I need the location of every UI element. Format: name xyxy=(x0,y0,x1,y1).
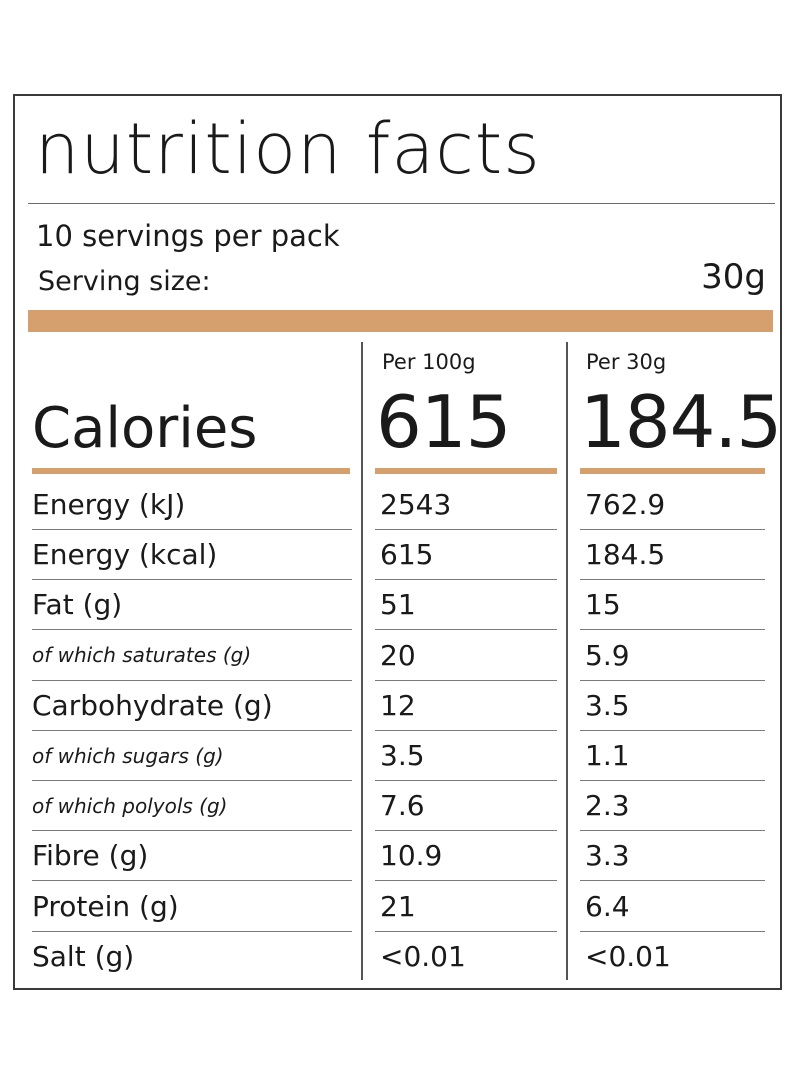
nutrient-sub-name: of which sugars (g) xyxy=(32,743,224,768)
row-divider xyxy=(580,679,765,681)
row-divider xyxy=(32,679,352,681)
value-per-30g: 762.9 xyxy=(585,488,666,521)
table-row: of which sugars (g) 3.5 1.1 xyxy=(15,731,780,781)
nutrition-panel: nutrition facts 10 servings per pack Ser… xyxy=(13,94,782,990)
row-divider xyxy=(375,529,557,530)
row-divider xyxy=(375,930,557,932)
value-per-100g: <0.01 xyxy=(380,939,466,973)
value-per-30g: 1.1 xyxy=(585,739,630,772)
table-row: Fat (g) 51 15 xyxy=(15,580,780,631)
calories-underline-per-30g xyxy=(580,468,765,474)
row-divider xyxy=(375,830,557,832)
calories-label: Calories xyxy=(32,396,258,461)
row-divider xyxy=(32,780,352,781)
table-row: of which saturates (g) 20 5.9 xyxy=(15,631,780,681)
serving-size-value: 30g xyxy=(701,257,766,297)
value-per-30g: 6.4 xyxy=(585,889,630,923)
row-divider xyxy=(32,529,352,530)
nutrient-name: Protein (g) xyxy=(32,889,179,923)
nutrient-name: Fibre (g) xyxy=(32,839,149,873)
value-per-30g: 3.3 xyxy=(585,839,630,873)
column-header-per-30g: Per 30g xyxy=(586,350,667,374)
row-divider xyxy=(32,629,352,631)
row-divider xyxy=(32,579,352,581)
calories-per-30g: 184.5 xyxy=(580,380,782,464)
value-per-100g: 3.5 xyxy=(380,739,425,772)
column-divider-1 xyxy=(361,342,363,980)
table-row: Energy (kJ) 2543 762.9 xyxy=(15,480,780,530)
table-row: Energy (kcal) 615 184.5 xyxy=(15,530,780,581)
value-per-100g: 21 xyxy=(380,889,416,923)
servings-per-pack: 10 servings per pack xyxy=(36,219,340,253)
row-divider xyxy=(580,629,765,631)
value-per-100g: 615 xyxy=(380,538,434,572)
serving-size-label: Serving size: xyxy=(38,266,211,297)
row-divider xyxy=(580,880,765,882)
table-row: Protein (g) 21 6.4 xyxy=(15,882,780,932)
nutrient-name: Energy (kcal) xyxy=(32,538,218,572)
title-divider xyxy=(28,203,775,204)
row-divider xyxy=(580,579,765,581)
row-divider xyxy=(580,529,765,530)
table-row: of which polyols (g) 7.6 2.3 xyxy=(15,781,780,832)
row-divider xyxy=(375,780,557,781)
nutrient-name: Salt (g) xyxy=(32,939,135,973)
value-per-100g: 51 xyxy=(380,588,416,622)
table-row: Carbohydrate (g) 12 3.5 xyxy=(15,681,780,731)
row-divider xyxy=(580,729,765,731)
value-per-100g: 12 xyxy=(380,688,416,722)
value-per-30g: 2.3 xyxy=(585,789,630,823)
accent-band xyxy=(28,310,773,332)
calories-per-100g: 615 xyxy=(376,380,511,464)
calories-underline-per-100g xyxy=(375,468,557,474)
nutrient-sub-name: of which saturates (g) xyxy=(32,643,252,668)
value-per-30g: <0.01 xyxy=(585,939,671,973)
value-per-100g: 10.9 xyxy=(380,839,443,873)
calories-underline-name xyxy=(32,468,350,474)
panel-title: nutrition facts xyxy=(35,108,541,190)
column-divider-2 xyxy=(566,342,568,980)
table-row: Fibre (g) 10.9 3.3 xyxy=(15,831,780,882)
nutrient-sub-name: of which polyols (g) xyxy=(32,793,228,818)
row-divider xyxy=(375,679,557,681)
row-divider xyxy=(375,629,557,631)
row-divider xyxy=(375,729,557,731)
row-divider xyxy=(32,880,352,882)
value-per-100g: 2543 xyxy=(380,488,452,521)
nutrient-name: Fat (g) xyxy=(32,588,123,622)
value-per-30g: 184.5 xyxy=(585,538,666,572)
row-divider xyxy=(375,880,557,882)
nutrient-name: Carbohydrate (g) xyxy=(32,688,273,722)
nutrient-name: Energy (kJ) xyxy=(32,488,186,521)
value-per-100g: 7.6 xyxy=(380,789,425,823)
row-divider xyxy=(32,930,352,932)
value-per-30g: 15 xyxy=(585,588,621,622)
row-divider xyxy=(32,729,352,731)
row-divider xyxy=(580,930,765,932)
value-per-30g: 5.9 xyxy=(585,638,630,672)
column-header-per-100g: Per 100g xyxy=(382,350,476,374)
value-per-100g: 20 xyxy=(380,638,416,672)
row-divider xyxy=(32,830,352,832)
table-row: Salt (g) <0.01 <0.01 xyxy=(15,932,780,982)
value-per-30g: 3.5 xyxy=(585,688,630,722)
row-divider xyxy=(580,780,765,781)
row-divider xyxy=(580,830,765,832)
row-divider xyxy=(375,579,557,581)
